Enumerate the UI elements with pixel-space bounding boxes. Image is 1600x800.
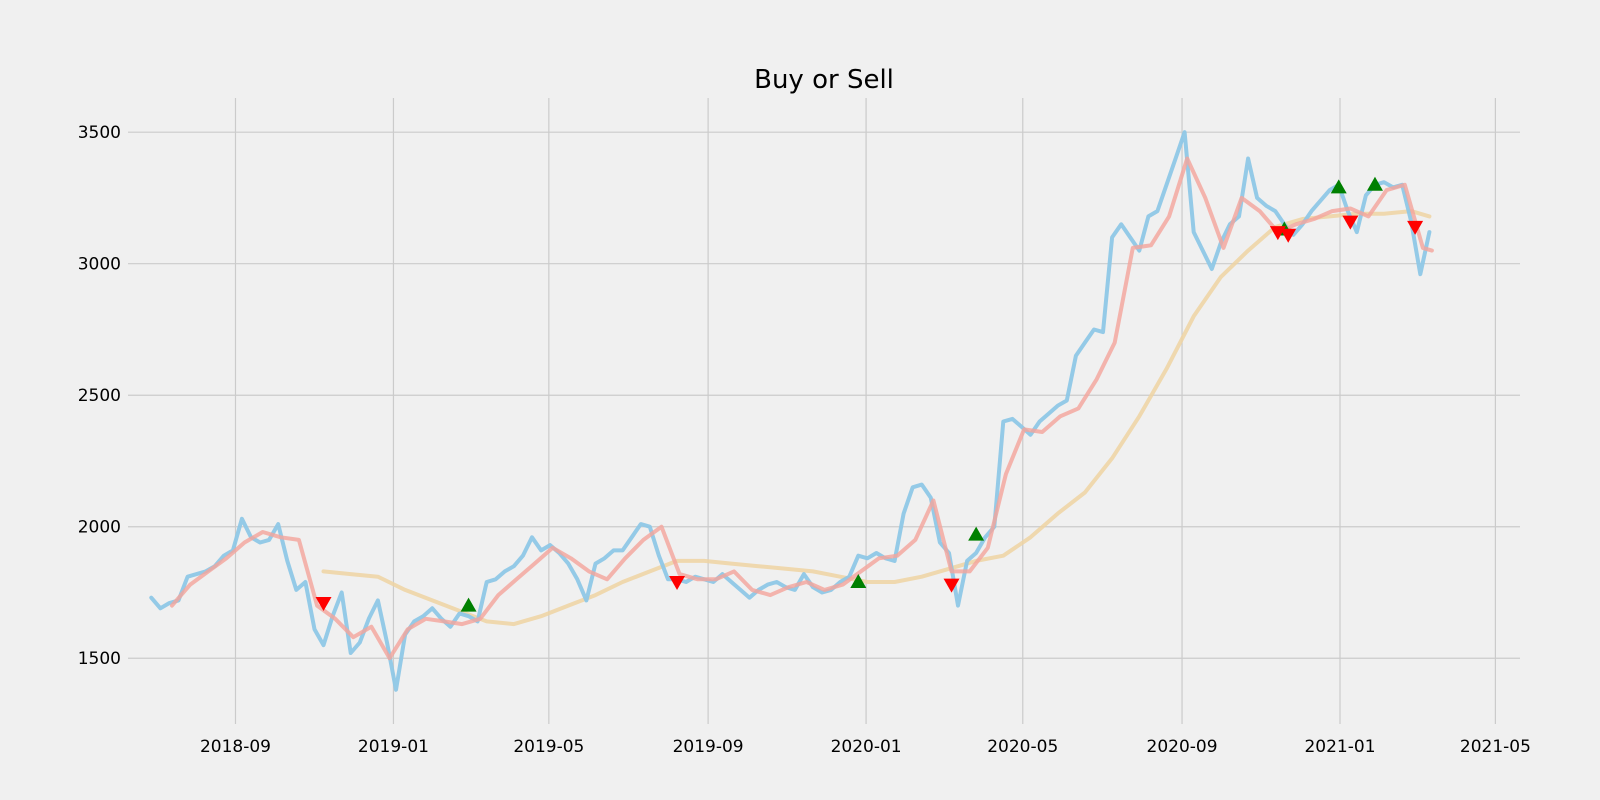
- grid: [128, 98, 1520, 724]
- signal-markers: [315, 176, 1424, 612]
- sell-signal-marker: [315, 597, 332, 612]
- buy-signal-marker: [1330, 179, 1347, 194]
- short-moving-average-line: [170, 156, 1434, 661]
- tick-labels: 2018-09 2019-01 2019-05 2019-09 2020-01 2020-…: [78, 123, 1531, 757]
- buy-signal-marker: [968, 526, 985, 541]
- sell-signal-marker: [1407, 220, 1424, 235]
- y-tick-label: 2000: [78, 518, 121, 538]
- x-tick-label: 2019-01: [358, 737, 429, 757]
- buy-signal-marker: [850, 573, 867, 588]
- x-tick-label: 2018-09: [200, 737, 271, 757]
- y-tick-label: 1500: [78, 649, 121, 669]
- buy-signal-marker: [1366, 176, 1383, 191]
- x-tick-label: 2019-05: [513, 737, 584, 757]
- x-tick-label: 2020-05: [987, 737, 1058, 757]
- x-tick-label: 2021-05: [1460, 737, 1531, 757]
- x-tick-label: 2021-01: [1304, 737, 1375, 757]
- sell-signal-marker: [1342, 215, 1359, 230]
- buy-signal-marker: [460, 597, 477, 612]
- sell-signal-marker: [669, 575, 686, 590]
- chart-title: Buy or Sell: [754, 65, 894, 95]
- x-tick-label: 2019-09: [673, 737, 744, 757]
- x-tick-label: 2020-01: [831, 737, 902, 757]
- x-tick-label: 2020-09: [1147, 737, 1218, 757]
- series-layer: [149, 130, 1434, 692]
- y-tick-label: 3500: [78, 123, 121, 143]
- sell-signal-marker: [943, 578, 960, 593]
- sell-signal-marker: [1280, 228, 1297, 243]
- long-moving-average-line: [321, 209, 1432, 627]
- y-tick-label: 3000: [78, 255, 121, 275]
- y-tick-label: 2500: [78, 386, 121, 406]
